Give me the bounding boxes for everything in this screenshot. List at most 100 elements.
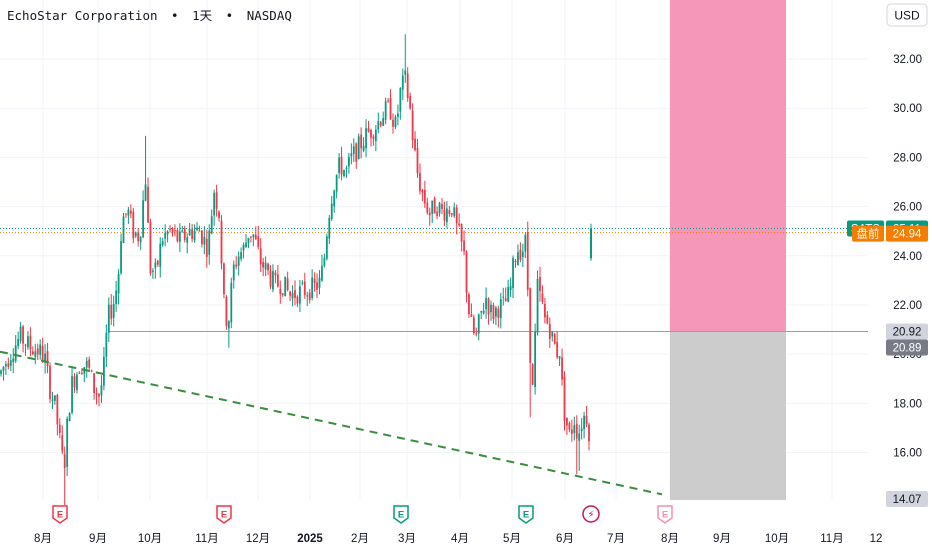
candle-body [147,186,149,223]
event-marker-label: E [221,510,227,521]
candle-body [421,190,424,193]
candle-body [272,271,274,290]
candle-body [137,232,140,241]
candle-body [105,333,108,357]
candle-body [98,394,100,397]
candle-body [215,192,218,209]
candle-body [566,417,568,426]
time-tick-label: 7月 [607,533,625,545]
candle-body [355,143,358,162]
event-marker-label: E [398,510,404,521]
candle-body [276,274,279,287]
candle-body [338,157,340,174]
candle-body [308,292,311,301]
candle-body [176,229,179,242]
candle-body [122,216,125,243]
candle-body [350,153,353,157]
candle-body [495,307,497,317]
price-axis[interactable]: 16.0018.0020.0022.0024.0026.0028.0030.00… [868,0,932,520]
candle-body [507,286,510,302]
candle-body [433,197,436,214]
candle-body [318,277,321,288]
candle-body [468,294,470,315]
candle-body [203,236,206,245]
chart-header: EchoStar Corporation • 1天 • NASDAQ [7,8,292,23]
earnings-event-icon[interactable]: E [52,505,68,524]
candle-body [164,233,167,239]
candle-body [68,413,71,421]
candle-body [480,311,483,313]
candle-body [169,228,171,230]
candle-body [9,360,12,366]
candle-body [284,276,287,297]
candle-body [259,248,262,265]
candle-body [257,236,260,247]
candle-body [512,258,514,289]
candle-body [245,242,247,248]
earnings-event-icon[interactable]: E [216,505,232,524]
earnings-icon-badge [216,505,232,524]
candle-body [46,351,49,367]
candle-body [149,222,152,274]
candle-body [544,303,546,318]
time-tick-label: 11月 [195,533,218,545]
candle-body [291,292,294,299]
candle-body [450,213,453,215]
currency-button[interactable]: USD [886,3,928,27]
trendline[interactable] [0,350,663,496]
candle-body [132,211,135,239]
candle-body [585,415,588,425]
candle-body [328,217,331,239]
time-tick-label: 8月 [34,533,52,545]
time-tick-label: 10月 [765,533,789,545]
candle-body [546,315,549,324]
candle-body [472,317,475,334]
candle-body [325,236,328,259]
event-marker-label: E [57,510,63,521]
earnings-icon-badge [393,505,409,524]
candle-body [568,422,571,430]
target-zone[interactable] [670,0,786,332]
header-separator: • [171,8,179,23]
candle-body [188,229,191,236]
time-tick-label: 4月 [451,533,469,545]
candle-body [191,229,193,239]
candle-body [154,262,157,269]
earnings-icon-badge [518,505,534,524]
candle-body [490,304,492,313]
time-tick-label: 2025 [297,533,323,545]
dashed-trendline[interactable] [0,350,663,496]
candle-body [73,376,76,388]
earnings-event-icon[interactable]: E [518,505,534,524]
earnings-event-icon[interactable]: E [657,505,673,524]
candle-body [458,223,461,226]
premarket-name-tag-text: 盘前 [857,227,880,241]
time-tick-label: 12月 [246,533,270,545]
candle-body [205,238,208,257]
candle-body [19,326,22,342]
news-event-icon[interactable]: ⚡ [582,505,600,523]
time-tick-label: 11月 [820,533,843,545]
candle-body [399,88,402,112]
zone-bottom-price-tag-text: 14.07 [893,494,922,506]
time-tick-label: 8月 [661,533,679,545]
candle-body [504,298,507,302]
candle-body [250,236,252,238]
candle-body [208,230,211,255]
candle-body [274,272,277,276]
candle-body [392,119,394,127]
time-tick-label: 6月 [556,533,574,545]
crosshair-price-tag-bg [886,339,928,356]
time-axis[interactable]: 8月 9月 10月 11月 12月 2025 2月 3月 4月 5月 6月 7月 8月 9月 10月 11月 1… [0,519,932,545]
candle-body [306,295,309,297]
header-separator: • [226,8,234,23]
stop-zone[interactable] [670,331,786,500]
earnings-event-icon[interactable]: E [393,505,409,524]
time-tick-label: 5月 [503,533,521,545]
candle-body [227,321,230,329]
candle-body [78,372,81,374]
candle-body [34,351,37,358]
symbol-title: EchoStar Corporation [7,8,158,23]
